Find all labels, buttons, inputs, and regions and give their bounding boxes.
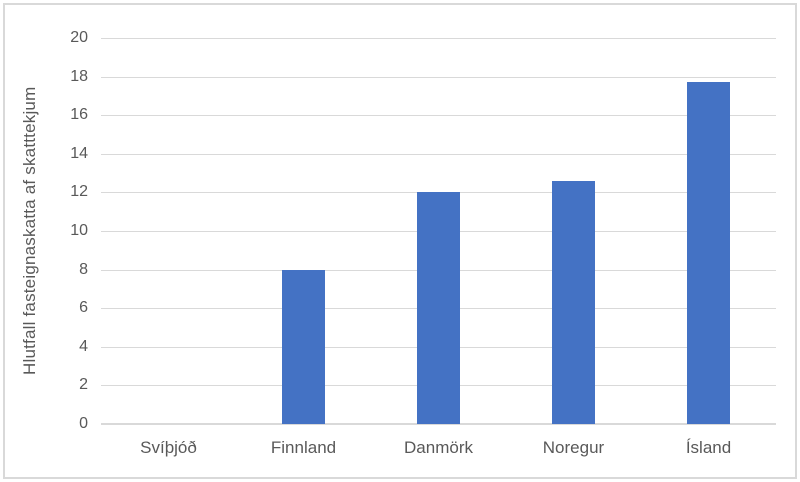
x-axis-category-label-finnland: Finnland [270,438,337,457]
y-axis-tick-label-4: 4 [79,337,88,355]
y-axis-tick-label-18: 18 [70,67,88,85]
x-axis-line [101,423,776,425]
y-axis-tick-label-16: 16 [70,106,88,124]
x-axis-category-label-svithjod: Svíþjóð [140,438,197,457]
y-axis-tick-label-10: 10 [70,222,88,239]
gridline-y-14 [101,153,776,155]
bar-danmork [417,192,460,424]
gridline-y-18 [101,76,776,78]
y-axis-tick-label-14: 14 [70,144,88,162]
x-axis-category-label-danmork: Danmörk [404,438,473,457]
bar-island [687,82,730,424]
gridline-y-20 [101,38,776,39]
x-axis-category-label-noregur: Noregur [542,438,605,457]
bar-noregur [552,180,595,424]
x-axis-category-label-island: Ísland [685,438,732,457]
gridline-y-16 [101,115,776,117]
y-axis-tick-label-6: 6 [79,299,88,317]
bar-finnland [282,269,325,424]
y-axis-tick-label-0: 0 [79,415,88,432]
y-axis-tick-label-12: 12 [70,183,88,201]
y-axis-tick-label-2: 2 [79,376,88,394]
y-axis-tick-label-20: 20 [70,29,88,46]
y-axis-tick-label-8: 8 [79,260,88,278]
plot-area [101,38,776,425]
